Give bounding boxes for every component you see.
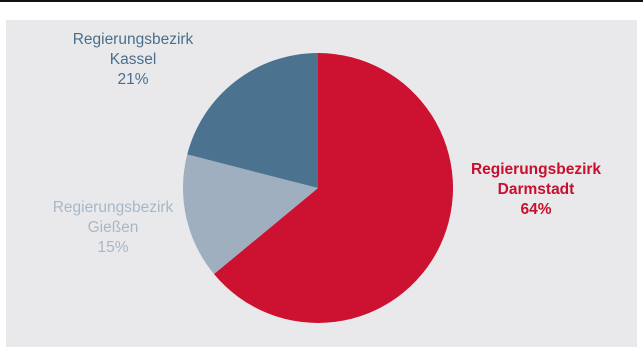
slice-label-value-1: 15%: [97, 239, 128, 256]
pie-slice-kassel: [187, 53, 318, 188]
slice-label-name-0: Darmstadt: [498, 181, 575, 198]
pie-labels: Regierungsbezirk Darmstadt 64% Regierungsbe…: [53, 31, 602, 256]
slice-label-value-0: 64%: [520, 201, 551, 218]
slice-label-name-2: Kassel: [110, 51, 157, 68]
pie-slice-darmstadt: [213, 53, 454, 324]
pie-slices: [182, 53, 454, 324]
pie-slice-gie-en: [182, 154, 318, 275]
slice-label-category-1: Regierungsbezirk: [53, 199, 174, 216]
slice-label-name-1: Gießen: [88, 219, 139, 236]
slice-label-category-2: Regierungsbezirk: [73, 31, 194, 48]
slice-label-value-2: 21%: [117, 71, 148, 88]
slice-label-category-0: Regierungsbezirk: [471, 161, 601, 178]
